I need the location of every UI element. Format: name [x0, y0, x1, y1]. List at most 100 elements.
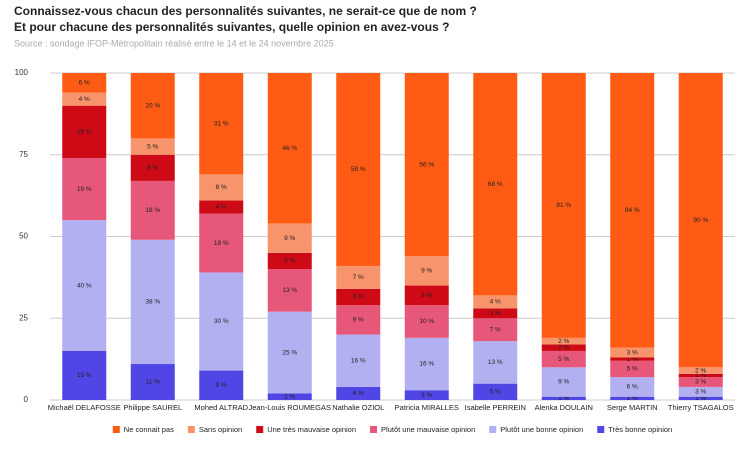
data-label: 4 % [353, 390, 364, 397]
legend-swatch [187, 426, 195, 433]
data-label: 4 % [79, 96, 90, 103]
bar-segment [336, 334, 381, 387]
data-label: 18 % [145, 207, 160, 214]
legend-swatch [489, 426, 497, 433]
bar-segment [62, 158, 107, 221]
x-tick-label: Thierry TSAGALOS [668, 403, 734, 412]
data-label: 4 % [490, 299, 501, 306]
data-label: 56 % [419, 161, 434, 168]
bar-segment [678, 73, 723, 368]
bar-segment [267, 73, 312, 224]
bar-segment [130, 138, 175, 155]
bar-segment [267, 223, 312, 253]
bar-segment [473, 73, 518, 296]
y-tick-label: 0 [24, 395, 29, 404]
data-label: 7 % [490, 326, 501, 333]
data-label: 4 % [216, 204, 227, 211]
bar-segment [267, 311, 312, 394]
bar-segment [62, 105, 107, 159]
data-label: 5 % [627, 366, 638, 373]
bar-segment [678, 386, 723, 397]
bar-segment [130, 239, 175, 365]
chart-source: Source : sondage IFOP-Métropolitain réal… [14, 38, 334, 48]
data-label: 8 % [147, 165, 158, 172]
bar-segment [541, 337, 586, 345]
bar-segment [404, 305, 449, 338]
data-label: 3 % [627, 349, 638, 356]
bar-segment [267, 252, 312, 270]
bar-segment [678, 377, 723, 387]
bar-segment [541, 350, 586, 368]
legend-label: Très bonne opinion [608, 425, 672, 434]
data-label: 1 % [627, 395, 638, 402]
data-label: 6 % [79, 80, 90, 87]
data-label: 2 % [558, 338, 569, 345]
bar-segment [473, 308, 518, 319]
bar-segment [473, 318, 518, 342]
y-tick-label: 25 [19, 313, 28, 322]
data-label: 5 % [490, 389, 501, 396]
x-tick-label: Serge MARTIN [607, 403, 658, 412]
bar-segment [473, 295, 518, 309]
bar-segment [404, 337, 449, 391]
bar-segment [130, 364, 175, 400]
data-label: 38 % [145, 299, 160, 306]
data-label: 2 % [284, 393, 295, 400]
x-tick-label: Isabelle PERREIN [465, 403, 526, 412]
data-label: 16 % [351, 357, 366, 364]
x-tick-label: Nathalie OZIOL [332, 403, 384, 412]
bar-segment [610, 377, 655, 397]
bar-segment [473, 341, 518, 384]
bar-segment [610, 347, 655, 358]
bar-segment [541, 367, 586, 397]
data-label: 7 % [353, 274, 364, 281]
data-label: 5 % [353, 294, 364, 301]
legend-label: Une très mauvaise opinion [267, 425, 356, 434]
data-label: 3 % [695, 379, 706, 386]
data-label: 40 % [77, 282, 92, 289]
y-tick-label: 75 [19, 150, 28, 159]
data-label: 15 % [77, 372, 92, 379]
data-label: 3 % [490, 310, 501, 317]
data-label: 5 % [558, 356, 569, 363]
bar-segment [610, 396, 655, 400]
bar-segment [678, 367, 723, 374]
bar-segment [678, 396, 723, 400]
data-label: 90 % [693, 217, 708, 224]
x-tick-label: Patricia MIRALLES [395, 403, 459, 412]
bar-segment [199, 200, 244, 214]
data-label: 59 % [351, 166, 366, 173]
bar-segment [62, 350, 107, 400]
data-label: 46 % [282, 145, 297, 152]
bar-segment [404, 256, 449, 286]
data-label: 10 % [419, 318, 434, 325]
data-label: 20 % [145, 102, 160, 109]
data-label: 16 % [419, 361, 434, 368]
bar-segment [336, 73, 381, 266]
data-label: 9 % [353, 317, 364, 324]
bar-segment [336, 386, 381, 400]
bar-segment [199, 272, 244, 371]
legend-swatch [370, 426, 378, 433]
bar-segment [199, 213, 244, 273]
data-label: 13 % [282, 287, 297, 294]
data-label: 1 % [558, 395, 569, 402]
data-label: 1 % [627, 356, 638, 363]
data-label: 5 % [284, 258, 295, 265]
bar-segment [130, 73, 175, 139]
bar-segment [62, 92, 107, 106]
data-label: 3 % [421, 392, 432, 399]
legend-label: Ne connait pas [124, 425, 174, 434]
bar-segment [130, 180, 175, 240]
data-label: 9 % [216, 382, 227, 389]
x-tick-label: Alenka DOULAIN [535, 403, 593, 412]
data-label: 1 % [695, 372, 706, 379]
data-label: 9 % [421, 268, 432, 275]
bar-segment [541, 396, 586, 400]
bar-segment [62, 220, 107, 351]
data-label: 18 % [214, 240, 229, 247]
chart-title: Connaissez-vous chacun des personnalités… [14, 4, 477, 18]
data-label: 68 % [488, 181, 503, 188]
data-label: 30 % [214, 318, 229, 325]
